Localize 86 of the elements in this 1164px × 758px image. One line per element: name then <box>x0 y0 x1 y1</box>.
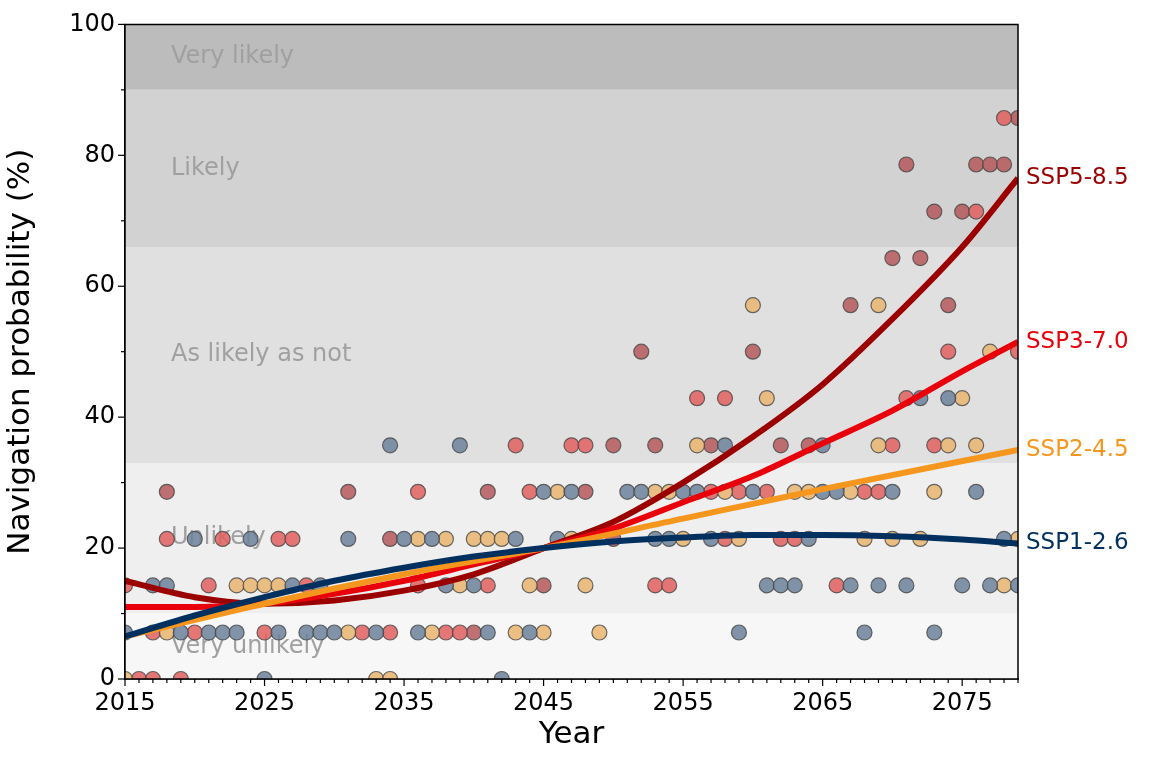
x-tick-label: 2025 <box>233 687 296 716</box>
point <box>981 156 999 173</box>
point <box>493 530 510 548</box>
point <box>465 530 482 548</box>
point <box>423 624 441 641</box>
point <box>870 437 887 454</box>
point <box>716 390 734 407</box>
point <box>968 437 985 454</box>
point <box>995 109 1013 127</box>
point <box>884 249 901 267</box>
point <box>256 577 273 594</box>
point <box>507 437 524 454</box>
point <box>382 530 399 548</box>
point <box>758 390 775 407</box>
point <box>688 437 706 454</box>
point <box>479 530 496 548</box>
point <box>479 577 496 594</box>
point <box>884 437 901 454</box>
point <box>912 249 929 267</box>
x-tick-label: 2045 <box>513 687 575 716</box>
point <box>647 437 664 454</box>
point <box>954 390 971 407</box>
y-tick-label: 100 <box>69 8 115 37</box>
series-label: SSP3-7.0 <box>1026 326 1129 353</box>
point <box>340 624 357 641</box>
point <box>535 624 552 641</box>
point <box>200 577 217 594</box>
y-tick-label: 60 <box>84 270 115 299</box>
x-axis-title: Year <box>537 714 605 751</box>
point <box>744 343 761 360</box>
point <box>605 437 622 454</box>
point <box>940 343 957 360</box>
y-axis-title: Navigation probability (%) <box>0 148 36 555</box>
point <box>633 343 650 360</box>
y-tick-label: 40 <box>84 401 115 430</box>
point <box>451 624 468 641</box>
point <box>968 203 985 220</box>
point <box>521 577 538 594</box>
point <box>228 577 245 594</box>
point <box>828 577 845 594</box>
point <box>284 530 301 548</box>
point <box>772 437 789 454</box>
point <box>926 203 943 220</box>
point <box>507 624 524 641</box>
point <box>661 577 678 594</box>
band-label: Very unlikely <box>171 630 325 659</box>
point <box>744 297 761 314</box>
x-tick-label: 2055 <box>652 687 714 716</box>
point <box>158 483 175 500</box>
point <box>242 577 259 594</box>
x-tick-label: 2065 <box>792 687 854 716</box>
point <box>870 297 887 314</box>
point <box>577 577 594 594</box>
point <box>409 530 427 548</box>
point <box>577 483 594 500</box>
point <box>591 624 608 641</box>
point <box>563 437 580 454</box>
point <box>535 577 552 594</box>
point <box>688 390 706 407</box>
band-label: As likely as not <box>171 339 352 368</box>
series-label: SSP5-8.5 <box>1026 163 1129 190</box>
point <box>409 483 427 500</box>
point <box>940 297 957 314</box>
x-tick-label: 2035 <box>373 687 435 716</box>
point <box>898 156 915 173</box>
x-tick-label: 2075 <box>931 687 993 716</box>
point <box>954 203 971 220</box>
point <box>437 530 455 548</box>
series-label: SSP1-2.6 <box>1026 528 1129 555</box>
point <box>270 530 287 548</box>
point <box>968 156 985 173</box>
point <box>926 437 943 454</box>
point <box>940 437 957 454</box>
point <box>577 437 594 454</box>
point <box>340 483 357 500</box>
point <box>382 624 399 641</box>
point <box>995 156 1013 173</box>
point <box>521 483 538 500</box>
y-tick-label: 80 <box>84 139 115 168</box>
point <box>870 483 887 500</box>
point <box>926 483 943 500</box>
point <box>647 577 664 594</box>
series-label: SSP2-4.5 <box>1026 434 1129 461</box>
y-tick-label: 20 <box>84 532 115 561</box>
point <box>479 483 496 500</box>
point <box>842 297 859 314</box>
